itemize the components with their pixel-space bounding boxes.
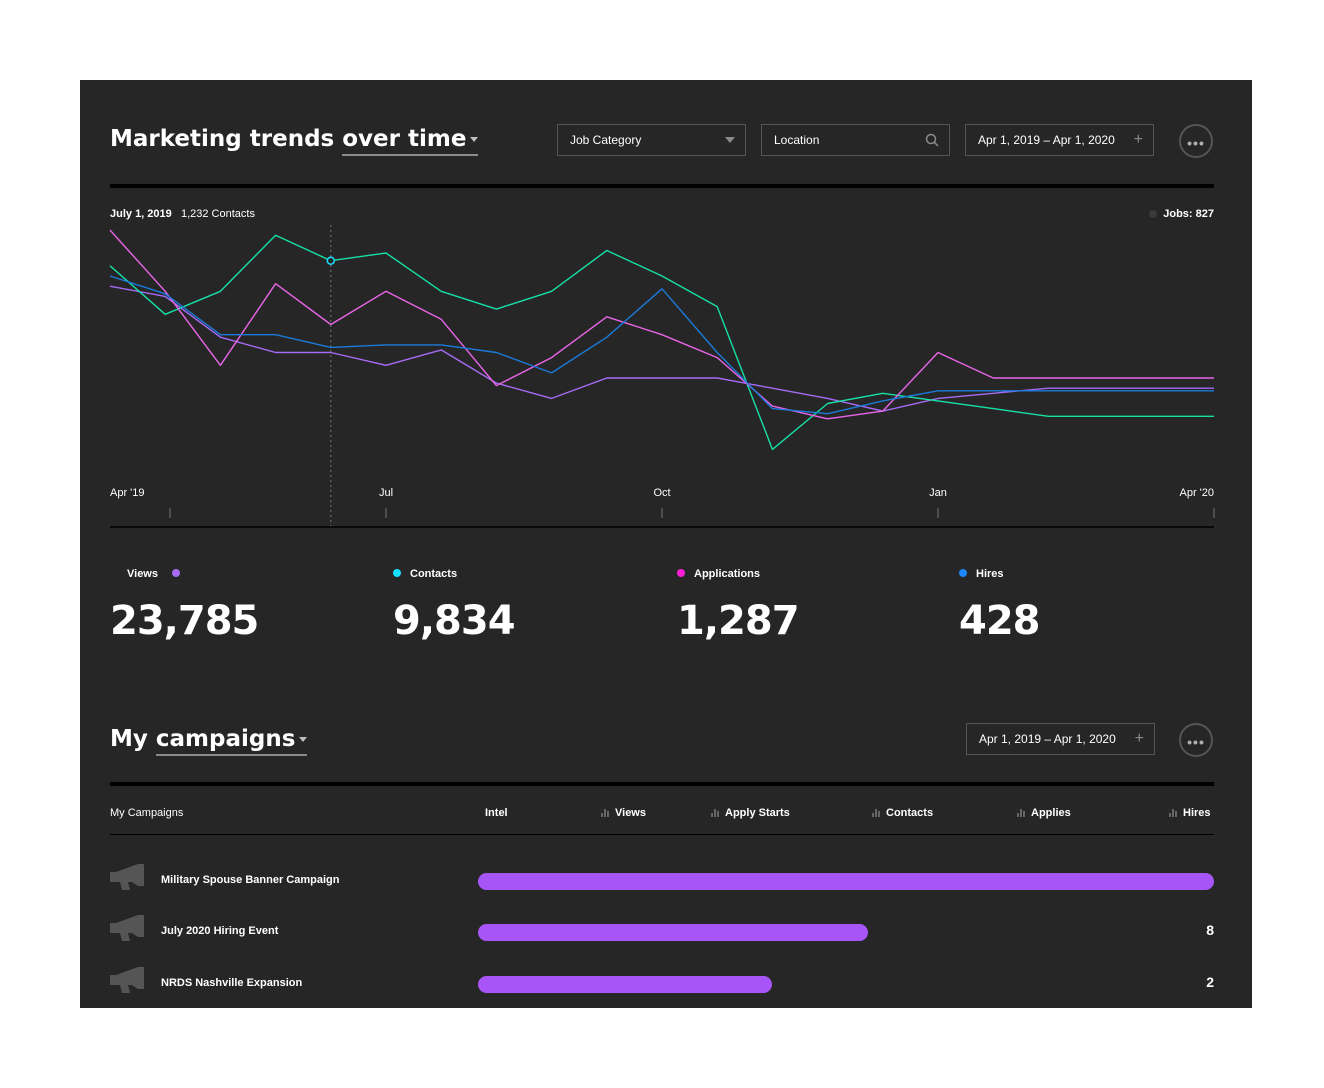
metric-value-hires: 428 — [959, 598, 1040, 644]
col-hires-label: Hires — [1183, 807, 1211, 819]
metric-dot-views — [172, 569, 180, 577]
col-apply-starts[interactable]: Apply Starts — [711, 807, 790, 819]
metric-value-contacts: 9,834 — [393, 598, 516, 644]
location-search[interactable]: Location — [761, 124, 950, 156]
plus-icon[interactable]: + — [1134, 730, 1144, 747]
jobs-legend: Jobs: 827 — [1149, 208, 1214, 220]
metric-dot-hires — [959, 569, 967, 577]
col-views-label: Views — [615, 807, 646, 819]
campaigns-date-range-picker[interactable]: Apr 1, 2019 – Apr 1, 2020 + — [966, 723, 1155, 755]
megaphone-icon — [110, 864, 144, 890]
series-line-views — [109, 285, 1214, 412]
metric-value-applications: 1,287 — [677, 598, 800, 644]
job-category-select[interactable]: Job Category — [557, 124, 746, 156]
dashboard-panel: Marketing trends over time Job Category … — [80, 80, 1252, 1008]
campaign-intel-bar — [478, 924, 868, 941]
metric-dot-contacts — [393, 569, 401, 577]
col-applies[interactable]: Applies — [1017, 807, 1071, 819]
trends-title: Marketing trends over time — [110, 126, 479, 156]
x-tick-label: Jan — [929, 487, 947, 499]
plus-icon[interactable]: + — [1133, 131, 1143, 148]
col-contacts[interactable]: Contacts — [872, 807, 933, 819]
search-icon[interactable] — [925, 125, 939, 166]
campaigns-dropdown[interactable]: campaigns — [155, 726, 308, 756]
series-line-contacts — [109, 234, 1214, 451]
date-range-picker[interactable]: Apr 1, 2019 – Apr 1, 2020 + — [965, 124, 1154, 156]
metric-label-hires: Hires — [976, 568, 1004, 580]
campaign-intel-bar — [478, 976, 772, 993]
campaign-hires-value: 8 — [1206, 922, 1214, 938]
campaign-hires-value: 2 — [1206, 974, 1214, 990]
megaphone-icon — [110, 915, 144, 941]
trends-line-chart[interactable]: Apr '19 Jul Oct Jan Apr '20 — [80, 80, 1252, 530]
more-icon: ••• — [1187, 734, 1205, 750]
campaigns-divider — [110, 782, 1214, 786]
metric-dot-applications — [677, 569, 685, 577]
jobs-legend-label: Jobs: 827 — [1163, 208, 1214, 220]
hover-date: July 1, 2019 — [110, 208, 172, 220]
hover-value: 1,232 Contacts — [180, 208, 255, 220]
x-tick-label: Apr '20 — [1179, 487, 1214, 499]
series-line-applications — [109, 229, 1214, 420]
bar-chart-icon — [601, 809, 609, 818]
campaigns-date-range-label: Apr 1, 2019 – Apr 1, 2020 — [979, 732, 1116, 746]
campaigns-title: My campaigns — [110, 726, 308, 756]
table-header-divider — [110, 834, 1214, 835]
job-category-label: Job Category — [570, 133, 642, 147]
chevron-down-icon — [299, 737, 308, 742]
metric-value-views: 23,785 — [110, 598, 259, 644]
hover-readout: July 1, 2019 1,232 Contacts — [110, 208, 255, 220]
metric-label-views: Views — [127, 568, 158, 580]
metric-label-contacts: Contacts — [410, 568, 458, 580]
col-apply-starts-label: Apply Starts — [725, 807, 790, 819]
campaign-name[interactable]: July 2020 Hiring Event — [161, 925, 279, 937]
col-my-campaigns: My Campaigns — [110, 807, 184, 819]
bar-chart-icon — [711, 809, 719, 818]
col-applies-label: Applies — [1031, 807, 1071, 819]
x-tick-label: Oct — [653, 487, 670, 499]
bar-chart-icon — [1169, 809, 1177, 818]
campaigns-more-button[interactable]: ••• — [1179, 723, 1213, 757]
col-intel[interactable]: Intel — [485, 807, 508, 819]
x-tick-label: Jul — [379, 487, 393, 499]
bar-chart-icon — [872, 809, 880, 818]
campaign-name[interactable]: Military Spouse Banner Campaign — [161, 874, 340, 886]
trends-period-dropdown[interactable]: over time — [342, 126, 479, 156]
col-hires[interactable]: Hires — [1169, 807, 1211, 819]
chevron-down-icon — [470, 137, 479, 142]
bar-chart-icon — [1017, 809, 1025, 818]
col-views[interactable]: Views — [601, 807, 646, 819]
campaigns-title-main: My — [110, 726, 148, 752]
series-line-hires — [109, 275, 1214, 415]
trends-more-button[interactable]: ••• — [1179, 124, 1213, 158]
more-icon: ••• — [1187, 135, 1205, 151]
jobs-legend-dot — [1149, 210, 1158, 219]
campaign-name[interactable]: NRDS Nashville Expansion — [161, 977, 303, 989]
trends-divider — [110, 184, 1214, 188]
x-tick-label: Apr '19 — [110, 487, 145, 499]
hover-point — [326, 256, 336, 265]
metric-label-applications: Applications — [694, 568, 761, 580]
chevron-down-icon — [725, 137, 735, 143]
trends-title-main: Marketing trends — [110, 126, 335, 152]
campaign-intel-bar — [478, 873, 1214, 890]
col-contacts-label: Contacts — [886, 807, 934, 819]
trends-period-label: over time — [342, 126, 467, 152]
date-range-label: Apr 1, 2019 – Apr 1, 2020 — [978, 133, 1115, 147]
location-input[interactable]: Location — [774, 133, 820, 147]
campaigns-dropdown-label: campaigns — [155, 726, 296, 752]
megaphone-icon — [110, 967, 144, 993]
